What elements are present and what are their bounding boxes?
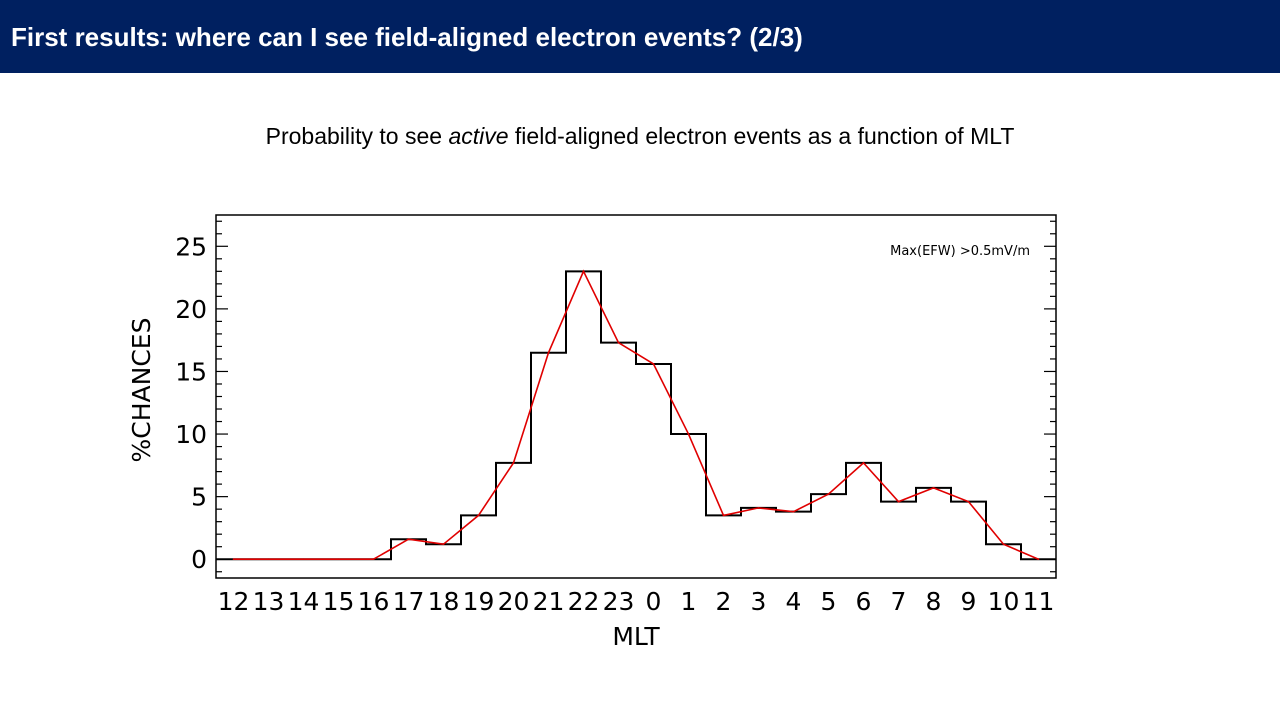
y-tick-label: 15: [175, 357, 207, 386]
y-tick-label: 0: [191, 545, 207, 574]
plot-frame: [215, 214, 1057, 579]
red-line-point: [1037, 558, 1040, 561]
x-tick-label: 2: [716, 587, 732, 616]
red-line-point: [932, 487, 935, 489]
x-tick-label: 13: [253, 587, 285, 616]
x-tick-label: 19: [463, 587, 495, 616]
y-tick-labels: 0 5 10 15 20 25: [175, 232, 207, 574]
x-tick-label: 16: [358, 587, 390, 616]
y-tick-label: 5: [191, 483, 207, 512]
subtitle-text-after: field-aligned electron events as a funct…: [508, 123, 1015, 149]
red-line-point: [582, 270, 585, 273]
red-line-point: [232, 558, 235, 561]
x-tick-label: 21: [533, 587, 565, 616]
red-line-point: [687, 433, 690, 435]
red-line-point: [337, 558, 340, 561]
x-tick-label: 4: [786, 587, 802, 616]
x-tick-label: 1: [681, 587, 697, 616]
x-tick-label: 5: [821, 587, 837, 616]
red-line-point: [1002, 543, 1005, 546]
red-line-point: [967, 500, 970, 503]
x-tick-label: 18: [428, 587, 460, 616]
red-line-point: [652, 363, 655, 365]
subtitle-emphasis: active: [448, 123, 509, 149]
x-tick-label: 0: [646, 587, 662, 616]
x-tick-label: 7: [891, 587, 907, 616]
x-tick-label: 17: [393, 587, 425, 616]
red-line-point: [757, 507, 760, 509]
x-tick-label: 22: [568, 587, 600, 616]
red-line-point: [407, 538, 410, 540]
y-tick-label: 25: [175, 232, 207, 261]
red-line-point: [477, 514, 480, 517]
red-line-point: [547, 351, 550, 354]
axis-ticks: [216, 220, 1056, 573]
y-tick-label: 10: [175, 420, 207, 449]
x-tick-label: 12: [218, 587, 250, 616]
x-tick-label: 23: [603, 587, 635, 616]
red-line-point: [267, 558, 270, 561]
x-tick-label: 3: [751, 587, 767, 616]
x-tick-label: 15: [323, 587, 355, 616]
chart-subtitle: Probability to see active field-aligned …: [0, 120, 1280, 152]
red-line-point: [442, 543, 445, 546]
red-line-points: [232, 270, 1040, 561]
x-tick-label: 9: [961, 587, 977, 616]
y-tick-label: 20: [175, 295, 207, 324]
x-tick-label: 14: [288, 587, 320, 616]
red-line-point: [512, 462, 515, 464]
x-tick-labels: 12 13 14 15 16 17 18 19 20 21 22 23 0 1 2 3 4 5 6 7 8 9 10 11: [218, 587, 1055, 616]
red-line-point: [862, 462, 865, 464]
x-tick-label: 11: [1023, 587, 1055, 616]
red-line-point: [792, 510, 795, 513]
red-line-series: [233, 269, 1039, 561]
x-tick-label: 8: [926, 587, 942, 616]
y-axis-title: %CHANCES: [127, 318, 156, 463]
chart-annotation: Max(EFW) >0.5mV/m: [890, 244, 1030, 259]
header-bar: First results: where can I see field-ali…: [0, 0, 1280, 73]
x-tick-label: 6: [856, 587, 872, 616]
x-tick-label: 20: [498, 587, 530, 616]
x-axis-title: MLT: [612, 622, 660, 651]
red-line-point: [302, 558, 305, 561]
red-line-point: [897, 500, 900, 503]
red-line-point: [617, 341, 620, 344]
x-tick-label: 10: [988, 587, 1020, 616]
subtitle-text-before: Probability to see: [265, 123, 449, 149]
red-line-point: [827, 493, 830, 495]
red-line-point: [372, 558, 375, 561]
histogram-steps: [216, 270, 1056, 561]
slide-title: First results: where can I see field-ali…: [11, 22, 803, 52]
red-line-point: [722, 514, 725, 517]
